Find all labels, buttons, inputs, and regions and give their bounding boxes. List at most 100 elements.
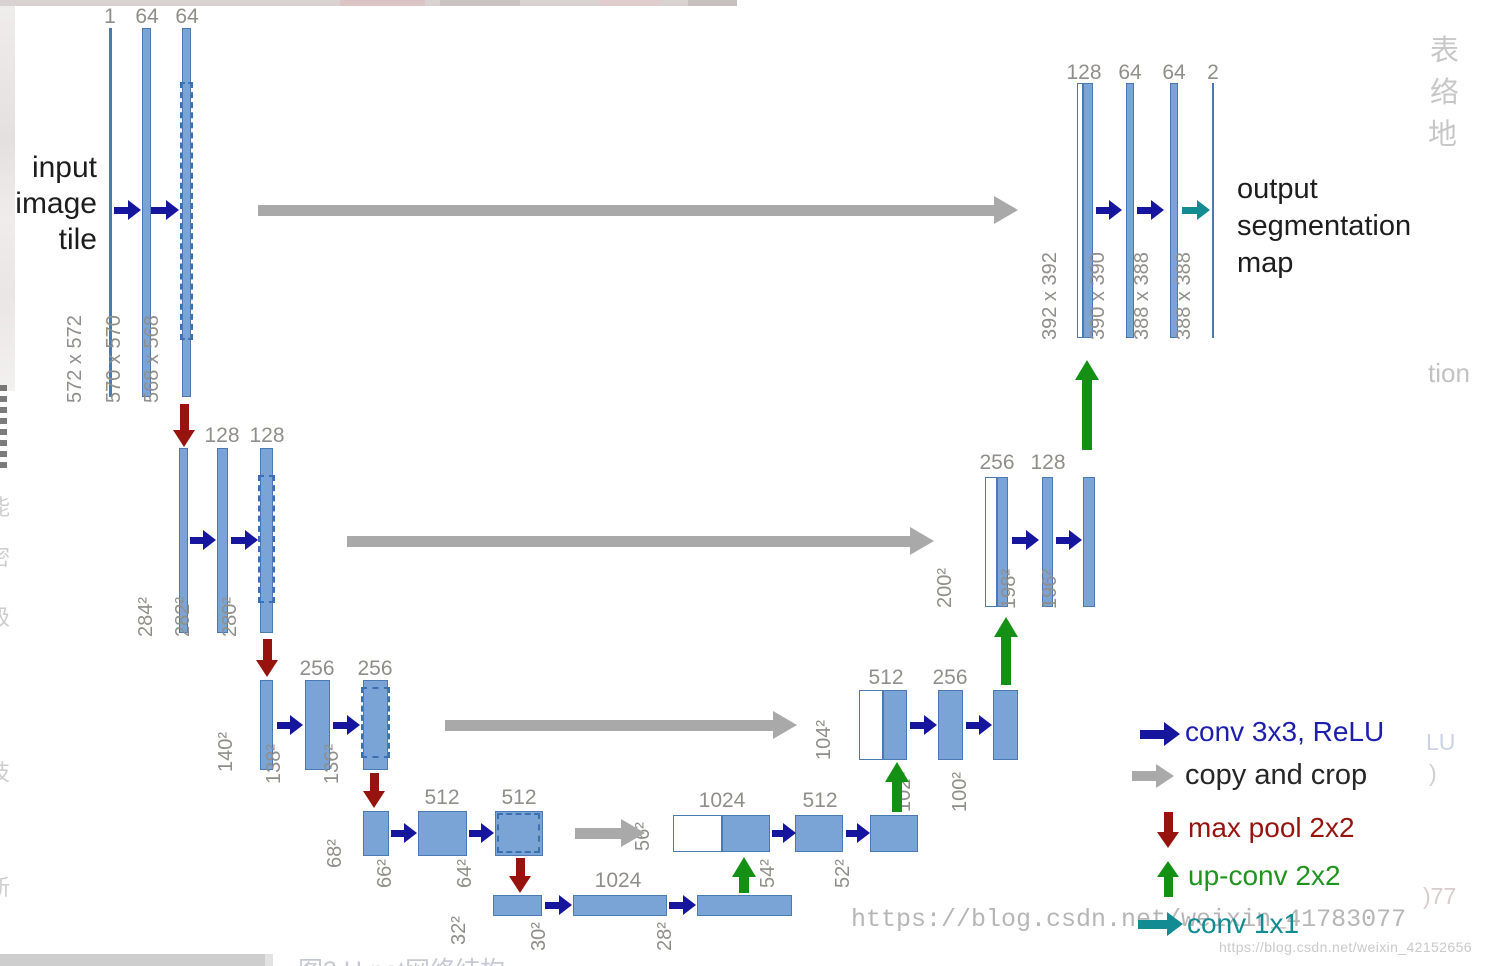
feature-map-bar — [260, 680, 273, 770]
arrow-shaft — [1132, 771, 1157, 781]
arrow-shaft — [262, 639, 272, 661]
arrow-head — [347, 715, 360, 735]
arrow-head — [166, 200, 179, 220]
conv-arrow-icon — [1012, 530, 1039, 550]
legend-label-copycrop: copy and crop — [1185, 759, 1368, 791]
feature-map-size-label: 104² — [813, 719, 835, 760]
copy-crop-arrow-icon — [1132, 764, 1174, 788]
feature-map-bar — [363, 680, 388, 770]
arrow-head — [362, 791, 385, 808]
conv-arrow-icon — [277, 715, 303, 735]
arrow-head — [290, 715, 303, 735]
arrow-head — [732, 857, 756, 877]
arrow-shaft — [1138, 919, 1168, 929]
feature-map-bar — [182, 28, 191, 397]
feature-map-size-label: 140² — [215, 731, 237, 772]
feature-map-size-label: 66² — [374, 859, 396, 888]
arrow-head — [1197, 200, 1210, 220]
feature-map-bar — [870, 815, 918, 852]
arrow-head — [994, 617, 1018, 637]
input-label-line: image — [15, 187, 97, 220]
feature-map-bar — [697, 895, 792, 916]
feature-map-bar — [573, 895, 667, 916]
arrow-shaft — [1001, 636, 1011, 685]
arrow-shaft — [1163, 812, 1173, 833]
arrow-shaft — [1096, 206, 1110, 214]
arrow-head — [508, 876, 531, 893]
arrow-shaft — [1140, 729, 1165, 739]
feature-map-size-label: 572 x 572 — [64, 315, 86, 403]
ghost-text-fragment: LU — [1426, 729, 1456, 755]
arrow-shaft — [151, 206, 167, 214]
arrow-shaft — [1056, 536, 1070, 544]
conv-arrow-icon — [772, 823, 796, 843]
arrow-shaft — [369, 773, 379, 792]
feature-map-bar — [418, 811, 467, 856]
arrow-shaft — [772, 829, 784, 837]
channel-count-label: 128 — [1066, 61, 1102, 84]
feature-map-bar — [217, 448, 228, 633]
crop-region-outline — [258, 475, 275, 603]
channel-count-label: 1024 — [698, 789, 746, 812]
channel-count-label: 64 — [1118, 61, 1142, 84]
left-edge-char: 级 — [0, 600, 10, 632]
arrow-shaft — [966, 721, 980, 729]
copied-feature-map-bar — [673, 815, 722, 852]
copied-feature-map-bar — [985, 477, 997, 607]
up-conv-arrow-icon — [994, 617, 1018, 685]
up-conv-arrow-icon — [1075, 360, 1099, 450]
arrow-shaft — [575, 827, 622, 839]
left-edge-char: 密 — [0, 540, 10, 572]
left-edge-artifact — [0, 385, 7, 471]
input-image-tile-label: input image tile — [0, 150, 97, 258]
feature-map-size-label: 54² — [757, 859, 779, 888]
arrow-head — [1109, 200, 1122, 220]
arrow-shaft — [469, 829, 482, 837]
up-conv-arrow-icon — [885, 762, 909, 812]
crop-region-outline — [361, 687, 390, 758]
channel-count-label: 128 — [1030, 451, 1066, 474]
conv-arrow-icon — [846, 823, 870, 843]
feature-map-bar — [722, 815, 770, 852]
conv-arrow-icon — [190, 530, 216, 550]
conv-arrow-icon — [1137, 200, 1164, 220]
arrow-shaft — [114, 206, 129, 214]
conv-arrow-icon — [114, 200, 141, 220]
conv-arrow-icon — [333, 715, 360, 735]
output-label-line: map — [1237, 247, 1294, 279]
right-edge-text: tion — [1428, 358, 1470, 388]
arrow-head — [1157, 861, 1179, 877]
right-edge-char: 地 — [1428, 119, 1458, 151]
input-label-line: tile — [58, 223, 97, 256]
arrow-head — [255, 660, 278, 677]
copy-crop-arrow-icon — [445, 711, 797, 739]
feature-map-bar — [883, 690, 907, 760]
arrow-head — [683, 895, 696, 915]
arrow-head — [924, 715, 937, 735]
legend-label-upconv: up-conv 2x2 — [1188, 860, 1341, 891]
output-label-line: output — [1237, 173, 1318, 205]
left-edge-char: 技 — [0, 755, 10, 787]
watermark-small: https://blog.csdn.net/weixin_42152656 — [1219, 939, 1472, 955]
arrow-shaft — [333, 721, 348, 729]
channel-count-label: 1024 — [594, 869, 642, 892]
arrow-shaft — [231, 536, 246, 544]
channel-count-label: 64 — [1162, 61, 1186, 84]
ghost-text-fragment: ) — [1429, 760, 1437, 786]
arrow-head — [1069, 530, 1082, 550]
copy-crop-arrow-icon — [258, 196, 1018, 224]
feature-map-bar — [1126, 83, 1134, 338]
up-conv-arrow-icon — [1157, 861, 1179, 897]
arrow-shaft — [1163, 876, 1173, 897]
arrow-head — [994, 196, 1018, 224]
figure-caption-clipped: 图3 U-net网络结构 — [298, 951, 558, 966]
conv-arrow-icon — [231, 530, 258, 550]
legend-label-conv1x1: conv 1x1 — [1187, 908, 1300, 939]
feature-map-bar — [1170, 83, 1178, 338]
arrow-head — [245, 530, 258, 550]
arrow-shaft — [669, 901, 684, 909]
arrow-head — [481, 823, 494, 843]
arrow-shaft — [846, 829, 858, 837]
feature-map-bar — [363, 811, 389, 856]
